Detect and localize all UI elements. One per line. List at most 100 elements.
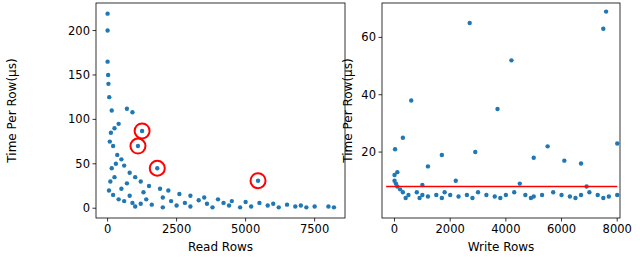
point xyxy=(256,178,260,182)
point xyxy=(221,201,225,205)
point xyxy=(498,196,502,200)
point xyxy=(133,175,137,179)
point xyxy=(177,192,181,196)
highlight-ring xyxy=(135,123,150,138)
x-axis-label: Read Rows xyxy=(188,240,253,254)
x-tick-label: 0 xyxy=(104,222,111,236)
y-tick-label: 200 xyxy=(68,24,90,38)
point xyxy=(545,144,549,148)
point xyxy=(144,197,148,201)
highlight-ring xyxy=(251,173,266,188)
point xyxy=(150,202,154,206)
x-tick xyxy=(245,218,246,222)
marks xyxy=(386,9,619,200)
point xyxy=(127,170,131,174)
point xyxy=(106,73,110,77)
point xyxy=(122,199,126,203)
x-tick xyxy=(314,218,315,222)
point xyxy=(105,28,109,32)
x-tick xyxy=(505,218,506,222)
point xyxy=(615,193,619,197)
x-axis-label: Write Rows xyxy=(468,240,535,254)
x-tick xyxy=(450,218,451,222)
point xyxy=(205,202,209,206)
point xyxy=(188,194,192,198)
point xyxy=(196,198,200,202)
point xyxy=(174,203,178,207)
x-tick xyxy=(176,218,177,222)
point xyxy=(161,205,165,209)
point xyxy=(130,201,134,205)
point xyxy=(465,193,469,197)
x-tick-label: 2000 xyxy=(436,222,465,236)
point xyxy=(476,190,480,194)
point xyxy=(448,193,452,197)
point xyxy=(579,193,583,197)
point xyxy=(409,98,413,102)
point xyxy=(615,141,619,145)
point xyxy=(607,194,611,198)
point xyxy=(532,156,536,160)
y-tick-label: 20 xyxy=(361,145,376,159)
point xyxy=(440,153,444,157)
point xyxy=(116,197,120,201)
point xyxy=(604,9,608,13)
x-tick-label: 7500 xyxy=(300,222,329,236)
y-axis-label: Time Per Row(µs) xyxy=(341,58,355,163)
point xyxy=(456,194,460,198)
point xyxy=(112,126,116,130)
point xyxy=(271,202,275,206)
point xyxy=(434,193,438,197)
point xyxy=(579,161,583,165)
x-tick xyxy=(394,218,395,222)
point xyxy=(417,196,421,200)
point xyxy=(216,197,220,201)
x-tick xyxy=(107,218,108,222)
x-tick-label: 2500 xyxy=(162,222,191,236)
point xyxy=(107,188,111,192)
frame xyxy=(96,3,345,218)
point xyxy=(139,202,143,206)
y-tick-label: 100 xyxy=(68,112,90,126)
frame xyxy=(382,3,620,218)
point xyxy=(133,204,137,208)
point xyxy=(326,204,330,208)
point xyxy=(484,193,488,197)
y-tick xyxy=(93,74,97,75)
point xyxy=(111,144,115,148)
point xyxy=(442,190,446,194)
point xyxy=(470,196,474,200)
point xyxy=(332,205,336,209)
point xyxy=(512,190,516,194)
x-tick-label: 5000 xyxy=(231,222,260,236)
point xyxy=(440,196,444,200)
point xyxy=(596,193,600,197)
point xyxy=(454,179,458,183)
point xyxy=(529,196,533,200)
point xyxy=(293,204,297,208)
plot xyxy=(105,11,336,209)
point xyxy=(115,153,119,157)
figure: 0250050007500050100150200Read RowsTime P… xyxy=(0,0,640,266)
point xyxy=(119,186,123,190)
point xyxy=(155,166,159,170)
point xyxy=(393,147,397,151)
highlight-ring xyxy=(150,161,165,176)
point xyxy=(559,193,563,197)
point xyxy=(130,110,134,114)
point xyxy=(169,199,173,203)
point xyxy=(161,195,165,199)
point xyxy=(401,136,405,140)
y-tick-label: 0 xyxy=(83,201,90,215)
point xyxy=(105,59,109,63)
y-tick xyxy=(93,208,97,209)
highlight-ring xyxy=(130,139,145,154)
point xyxy=(188,204,192,208)
point xyxy=(116,122,120,126)
point xyxy=(277,205,281,209)
y-tick xyxy=(379,152,383,153)
point xyxy=(111,193,115,197)
point xyxy=(415,190,419,194)
point xyxy=(509,58,513,62)
point xyxy=(304,205,308,209)
